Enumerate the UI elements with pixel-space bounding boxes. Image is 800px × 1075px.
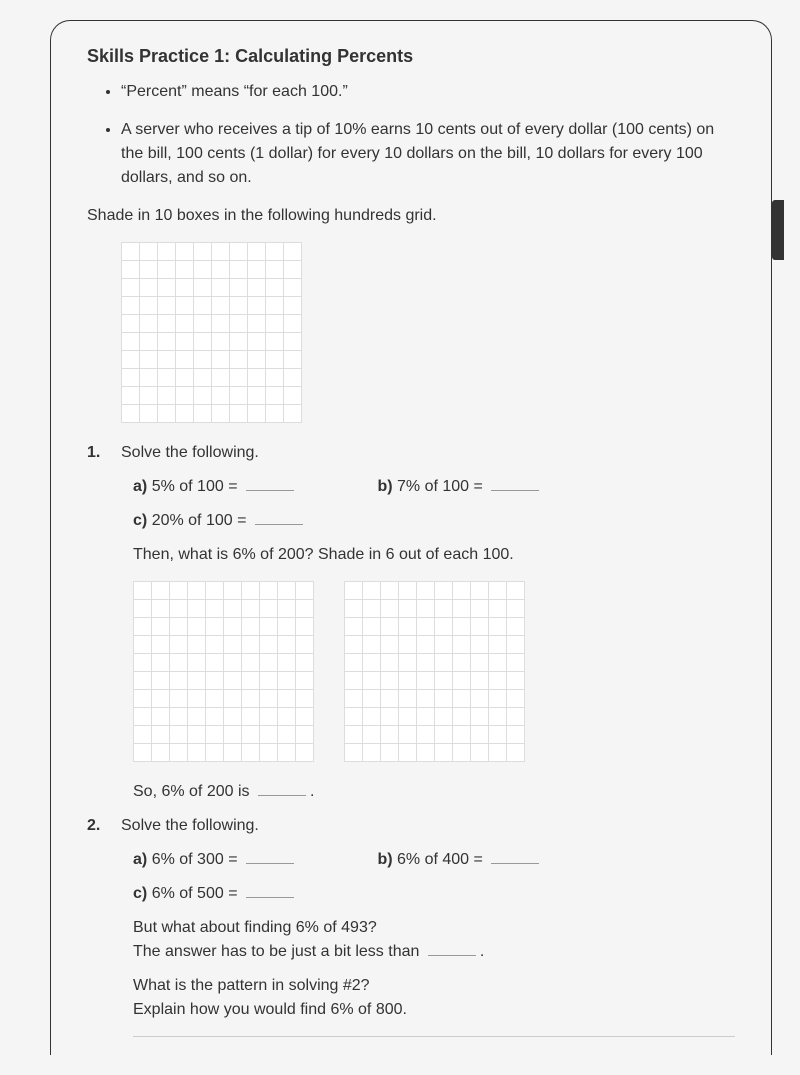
q2a-text: 6% of 300 = — [152, 851, 238, 868]
question-list: 1. Solve the following. a) 5% of 100 = b… — [87, 441, 735, 1037]
q2-but2-blank[interactable] — [428, 942, 476, 956]
q1b-label: b) — [377, 478, 392, 495]
hundreds-grid[interactable] — [344, 581, 525, 762]
bullet-2: A server who receives a tip of 10% earns… — [121, 118, 735, 190]
intro-bullets: “Percent” means “for each 100.” A server… — [87, 80, 735, 190]
q2-pattern1: What is the pattern in solving #2? — [133, 974, 735, 998]
q1a-blank[interactable] — [246, 477, 294, 491]
question-2: 2. Solve the following. a) 6% of 300 = b… — [87, 814, 735, 1037]
q2-but2-prefix: The answer has to be just a bit less tha… — [133, 943, 419, 960]
q1-prompt: Solve the following. — [121, 444, 259, 461]
q2b-text: 6% of 400 = — [397, 851, 483, 868]
hundreds-grid[interactable] — [121, 242, 302, 423]
grid-group-1 — [121, 242, 735, 423]
q2a-label: a) — [133, 851, 147, 868]
question-1: 1. Solve the following. a) 5% of 100 = b… — [87, 441, 735, 804]
hundreds-grid[interactable] — [133, 581, 314, 762]
grid-group-2 — [133, 581, 735, 762]
q1a-text: 5% of 100 = — [152, 478, 238, 495]
q1-subparts: a) 5% of 100 = b) 7% of 100 = c) 20% of … — [133, 475, 735, 533]
q2-number: 2. — [87, 814, 100, 838]
q2-row-ab: a) 6% of 300 = b) 6% of 400 = — [133, 848, 735, 872]
q2-but2-suffix: . — [480, 943, 484, 960]
q2b-blank[interactable] — [491, 850, 539, 864]
q2b-label: b) — [377, 851, 392, 868]
q1c-label: c) — [133, 512, 147, 529]
shade-instruction: Shade in 10 boxes in the following hundr… — [87, 204, 735, 228]
q1-so-prefix: So, 6% of 200 is — [133, 783, 250, 800]
q2-prompt: Solve the following. — [121, 817, 259, 834]
answer-line[interactable] — [133, 1036, 735, 1037]
page-side-tab — [772, 200, 784, 260]
q1c-blank[interactable] — [255, 511, 303, 525]
q1-number: 1. — [87, 441, 100, 465]
q2a-blank[interactable] — [246, 850, 294, 864]
q2-pattern2: Explain how you would find 6% of 800. — [133, 998, 735, 1022]
worksheet-title: Skills Practice 1: Calculating Percents — [87, 43, 735, 70]
q2-but2: The answer has to be just a bit less tha… — [133, 940, 735, 964]
worksheet-page: Skills Practice 1: Calculating Percents … — [50, 20, 772, 1055]
q2c-blank[interactable] — [246, 884, 294, 898]
q1-row-c: c) 20% of 100 = — [133, 509, 735, 533]
q1-so-suffix: . — [310, 783, 314, 800]
q1-row-ab: a) 5% of 100 = b) 7% of 100 = — [133, 475, 735, 499]
q2c-text: 6% of 500 = — [152, 885, 238, 902]
q1b-text: 7% of 100 = — [397, 478, 483, 495]
q1c-text: 20% of 100 = — [152, 512, 247, 529]
q1-so: So, 6% of 200 is . — [133, 780, 735, 804]
q2c-label: c) — [133, 885, 147, 902]
q2-subparts: a) 6% of 300 = b) 6% of 400 = c) 6% of 5… — [133, 848, 735, 906]
q2-but1: But what about finding 6% of 493? — [133, 916, 735, 940]
q1a-label: a) — [133, 478, 147, 495]
q1-so-blank[interactable] — [258, 782, 306, 796]
bullet-1: “Percent” means “for each 100.” — [121, 80, 735, 104]
q1b-blank[interactable] — [491, 477, 539, 491]
q1-then: Then, what is 6% of 200? Shade in 6 out … — [133, 543, 735, 567]
q2-row-c: c) 6% of 500 = — [133, 882, 735, 906]
